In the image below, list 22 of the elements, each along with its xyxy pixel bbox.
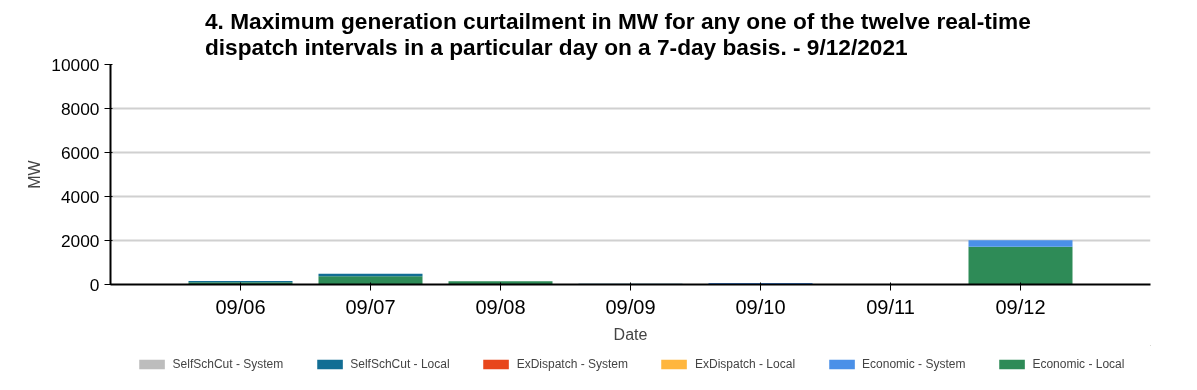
legend-label: ExDispatch - Local [695, 357, 796, 371]
legend-label: Economic - Local [1032, 357, 1125, 371]
y-tick-label: 2000 [60, 230, 100, 251]
x-tick-label: 09/10 [735, 295, 786, 318]
legend-label: SelfSchCut - Local [350, 357, 450, 371]
chart-title: 4. Maximum generation curtailment in MW for any one of the twelve real-time dispatch intervals in a particular day on a 7-day basis. - 9/12/2021 [204, 7, 1031, 60]
legend-label: Economic - System [862, 357, 966, 371]
x-axis-title: Date [613, 325, 648, 343]
x-tick-label: 09/08 [475, 295, 526, 318]
y-tick-label: 10000 [51, 54, 100, 75]
x-tick-label: 09/07 [345, 295, 396, 318]
y-axis-title: MW [26, 159, 44, 189]
x-tick-label: 09/11 [866, 295, 915, 318]
x-tick-label: 09/12 [995, 295, 1046, 318]
y-tick-label: 8000 [60, 98, 100, 119]
x-tick-label: 09/09 [605, 295, 656, 318]
y-tick-label: 4000 [60, 186, 100, 207]
legend-label: SelfSchCut - System [172, 357, 284, 371]
y-tick-label: 0 [89, 274, 100, 295]
x-tick-label: 09/06 [215, 295, 266, 318]
legend-label: ExDispatch - System [516, 357, 629, 371]
y-tick-label: 6000 [60, 142, 100, 163]
